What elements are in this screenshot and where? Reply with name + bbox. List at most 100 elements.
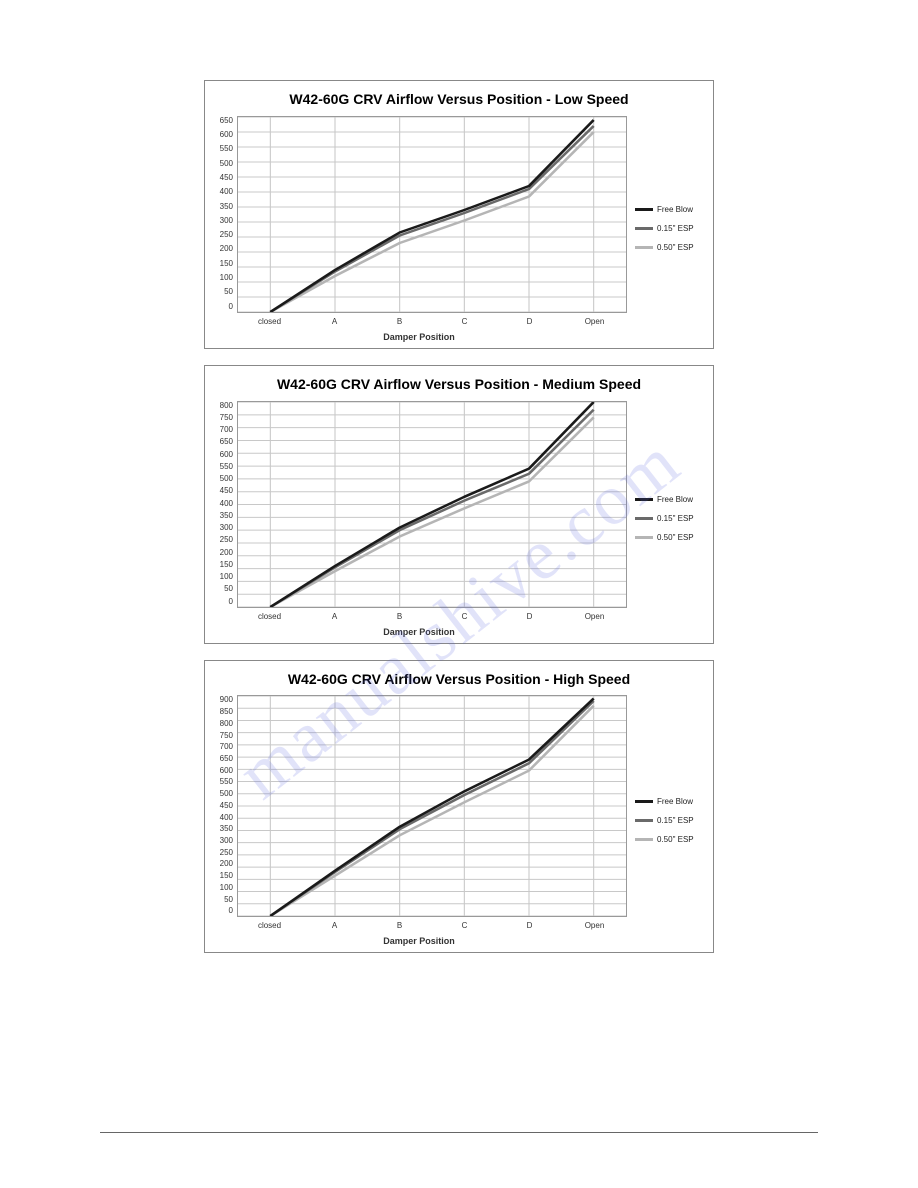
y-tick-label: 0 — [211, 302, 233, 311]
y-tick-label: 650 — [211, 437, 233, 446]
y-tick-label: 150 — [211, 560, 233, 569]
legend-label: Free Blow — [657, 495, 693, 504]
legend-item: 0.50" ESP — [635, 835, 707, 844]
plot-area — [237, 116, 627, 313]
x-tick-label: closed — [237, 612, 302, 621]
legend-swatch — [635, 838, 653, 841]
x-axis-ticks: closedABCDOpen — [211, 317, 627, 326]
plot-row: 8007507006506005505004504003503002502001… — [211, 401, 627, 608]
x-tick-label: D — [497, 921, 562, 930]
y-tick-label: 600 — [211, 130, 233, 139]
x-axis-label: Damper Position — [383, 936, 455, 946]
y-tick-label: 350 — [211, 202, 233, 211]
legend-swatch — [635, 498, 653, 501]
charts-container: W42-60G CRV Airflow Versus Position - Lo… — [0, 80, 918, 953]
chart-title: W42-60G CRV Airflow Versus Position - Me… — [211, 376, 707, 393]
legend-swatch — [635, 819, 653, 822]
chart-panel-2: W42-60G CRV Airflow Versus Position - Hi… — [204, 660, 714, 954]
legend-label: 0.50" ESP — [657, 243, 694, 252]
legend-swatch — [635, 208, 653, 211]
chart-panel-1: W42-60G CRV Airflow Versus Position - Me… — [204, 365, 714, 644]
page: manualshive.com W42-60G CRV Airflow Vers… — [0, 0, 918, 1188]
y-tick-label: 250 — [211, 535, 233, 544]
y-tick-label: 50 — [211, 895, 233, 904]
x-axis-ticks: closedABCDOpen — [211, 612, 627, 621]
y-tick-label: 450 — [211, 173, 233, 182]
x-axis-label: Damper Position — [383, 332, 455, 342]
chart-title: W42-60G CRV Airflow Versus Position - Lo… — [211, 91, 707, 108]
x-tick-label: B — [367, 921, 432, 930]
legend-item: 0.15" ESP — [635, 514, 707, 523]
plot-area — [237, 695, 627, 917]
legend-label: Free Blow — [657, 205, 693, 214]
x-tick-label: A — [302, 317, 367, 326]
x-tick-label: Open — [562, 612, 627, 621]
y-tick-label: 600 — [211, 450, 233, 459]
y-tick-label: 0 — [211, 906, 233, 915]
y-axis-ticks: 650600550500450400350300250200150100500 — [211, 116, 237, 311]
legend: Free Blow0.15" ESP0.50" ESP — [627, 116, 707, 342]
plot-column: 8007507006506005505004504003503002502001… — [211, 401, 627, 637]
x-tick-label: A — [302, 921, 367, 930]
y-tick-label: 200 — [211, 859, 233, 868]
y-tick-label: 700 — [211, 742, 233, 751]
y-tick-label: 700 — [211, 425, 233, 434]
y-tick-label: 350 — [211, 511, 233, 520]
y-tick-label: 650 — [211, 116, 233, 125]
x-tick-label: A — [302, 612, 367, 621]
y-tick-label: 300 — [211, 523, 233, 532]
y-tick-label: 100 — [211, 273, 233, 282]
x-tick-label: C — [432, 921, 497, 930]
x-tick-label: Open — [562, 921, 627, 930]
plot-svg — [238, 696, 626, 916]
footer-rule — [100, 1132, 818, 1133]
legend-swatch — [635, 517, 653, 520]
y-tick-label: 400 — [211, 499, 233, 508]
y-tick-label: 100 — [211, 572, 233, 581]
y-tick-label: 350 — [211, 824, 233, 833]
chart-title: W42-60G CRV Airflow Versus Position - Hi… — [211, 671, 707, 688]
y-tick-label: 450 — [211, 801, 233, 810]
plot-svg — [238, 402, 626, 607]
y-tick-label: 250 — [211, 230, 233, 239]
legend-swatch — [635, 800, 653, 803]
x-tick-label: Open — [562, 317, 627, 326]
legend-label: 0.50" ESP — [657, 533, 694, 542]
y-tick-label: 50 — [211, 287, 233, 296]
chart-panel-0: W42-60G CRV Airflow Versus Position - Lo… — [204, 80, 714, 349]
x-tick-label: B — [367, 612, 432, 621]
y-tick-label: 800 — [211, 719, 233, 728]
plot-row: 650600550500450400350300250200150100500 — [211, 116, 627, 313]
y-axis-ticks: 8007507006506005505004504003503002502001… — [211, 401, 237, 606]
x-tick-label: closed — [237, 921, 302, 930]
x-tick-label: D — [497, 317, 562, 326]
x-tick-label: C — [432, 317, 497, 326]
y-tick-label: 500 — [211, 474, 233, 483]
legend: Free Blow0.15" ESP0.50" ESP — [627, 695, 707, 946]
y-tick-label: 500 — [211, 159, 233, 168]
y-tick-label: 50 — [211, 584, 233, 593]
x-tick-label: C — [432, 612, 497, 621]
y-tick-label: 0 — [211, 597, 233, 606]
plot-area — [237, 401, 627, 608]
legend-label: 0.50" ESP — [657, 835, 694, 844]
legend-label: 0.15" ESP — [657, 514, 694, 523]
chart-body: 650600550500450400350300250200150100500c… — [211, 116, 707, 342]
legend-swatch — [635, 536, 653, 539]
y-axis-ticks: 9008508007507006506005505004504003503002… — [211, 695, 237, 915]
legend: Free Blow 0.15" ESP 0.50" ESP — [627, 401, 707, 637]
legend-item: 0.50" ESP — [635, 243, 707, 252]
legend-swatch — [635, 246, 653, 249]
legend-swatch — [635, 227, 653, 230]
legend-item: Free Blow — [635, 495, 707, 504]
y-tick-label: 450 — [211, 486, 233, 495]
y-tick-label: 400 — [211, 813, 233, 822]
plot-row: 9008508007507006506005505004504003503002… — [211, 695, 627, 917]
legend-item: 0.15" ESP — [635, 816, 707, 825]
y-tick-label: 200 — [211, 548, 233, 557]
y-tick-label: 750 — [211, 413, 233, 422]
y-tick-label: 550 — [211, 777, 233, 786]
x-axis-label: Damper Position — [383, 627, 455, 637]
y-tick-label: 200 — [211, 244, 233, 253]
y-tick-label: 150 — [211, 871, 233, 880]
